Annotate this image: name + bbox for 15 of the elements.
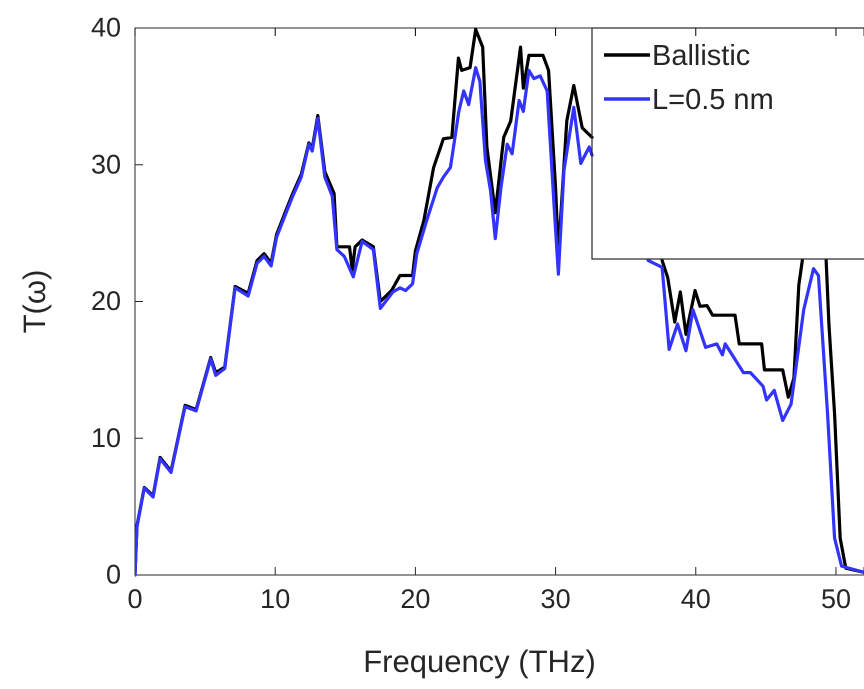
y-tick-label: 0: [106, 560, 121, 590]
y-tick-label: 30: [90, 149, 121, 180]
y-tick-label: 20: [90, 286, 121, 316]
x-tick-label: 40: [680, 584, 711, 614]
x-tick-label: 10: [260, 584, 290, 614]
x-axis-title: Frequency (THz): [363, 644, 596, 679]
y-tick-label: 40: [90, 12, 121, 43]
y-tick-label: 10: [90, 422, 121, 453]
x-tick-label: 30: [540, 584, 571, 614]
x-tick-label: 0: [127, 584, 143, 614]
legend-label: L=0.5 nm: [652, 84, 774, 116]
y-axis-title: T(ω): [17, 270, 52, 334]
x-tick-label: 20: [400, 584, 430, 614]
x-tick-label: 50: [820, 584, 851, 614]
legend-label: Ballistic: [652, 40, 750, 72]
